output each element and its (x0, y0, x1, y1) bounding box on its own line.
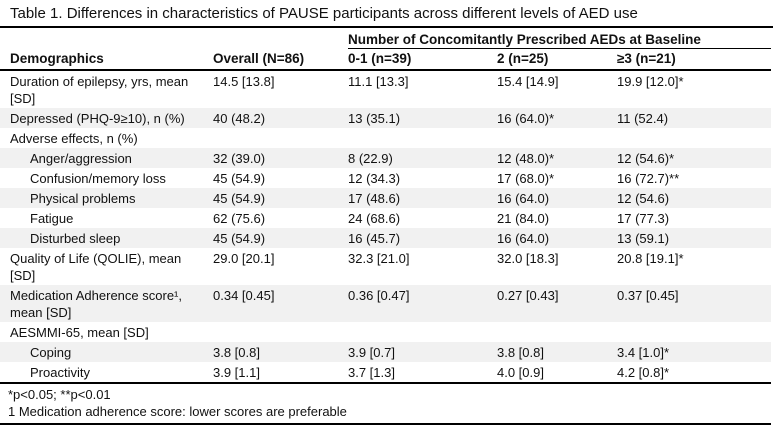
cell-value: 16 (64.0)* (497, 111, 555, 126)
table-header: Number of Concomitantly Prescribed AEDs … (0, 28, 772, 71)
cell-value (617, 322, 771, 342)
cell-value: 3.8 [0.8] (497, 345, 544, 360)
cell-value: 0.34 [0.45] (213, 288, 275, 303)
cell-value: 20.8 [19.1]* (617, 251, 684, 266)
table-row: Anger/aggression 32 (39.0) 8 (22.9) 12 (48.… (0, 148, 772, 168)
cell-value (213, 128, 348, 148)
cell-value: 24 (68.6) (348, 211, 401, 226)
table-row: Disturbed sleep 45 (54.9) 16 (45.7) 16 (64.… (0, 228, 772, 248)
col-header-3plus-aeds: ≥3 (n=21) (617, 48, 772, 71)
table-row: Depressed (PHQ-9≥10), n (%) 40 (48.2) 13 (… (0, 108, 772, 128)
cell-value: 17 (48.6) (348, 191, 401, 206)
row-label: AESMMI-65, mean [SD] (10, 325, 149, 340)
row-label: Physical problems (30, 191, 136, 206)
cell-value: 45 (54.9) (213, 191, 266, 206)
row-label: Adverse effects, n (%) (10, 131, 138, 146)
cell-value: 3.4 [1.0]* (617, 345, 670, 360)
cell-value: 3.9 [1.1] (213, 365, 260, 380)
cell-value: 32.0 [18.3] (497, 251, 559, 266)
cell-value: 11 (52.4) (617, 111, 669, 126)
cell-value (617, 128, 771, 148)
table-body: Duration of epilepsy, yrs, mean [SD] 14.5… (0, 70, 772, 382)
row-label: Medication Adherence score¹, mean [SD] (10, 288, 182, 320)
table-row: Confusion/memory loss 45 (54.9) 12 (34.3) 1… (0, 168, 771, 188)
cell-value: 12 (48.0)* (497, 151, 555, 166)
col-header-overall: Overall (N=86) (213, 48, 348, 71)
footnote-adherence: 1 Medication adherence score: lower scor… (8, 404, 347, 419)
cell-value: 11.1 [13.3] (348, 74, 409, 89)
cell-value: 16 (64.0) (497, 191, 550, 206)
col-header-2-aeds: 2 (n=25) (497, 48, 617, 71)
section-row: Adverse effects, n (%) (0, 128, 771, 148)
cell-value (213, 322, 348, 342)
row-label: Quality of Life (QOLIE), mean [SD] (10, 251, 182, 283)
table-title: Table 1. Differences in characteristics … (0, 0, 773, 28)
cell-value: 3.9 [0.7] (348, 345, 395, 360)
table-row: Fatigue 62 (75.6) 24 (68.6) 21 (84.0) 17 (77… (0, 208, 771, 228)
cell-value: 40 (48.2) (213, 111, 266, 126)
cell-value: 45 (54.9) (213, 171, 266, 186)
cell-value: 3.7 [1.3] (348, 365, 395, 380)
cell-value: 29.0 [20.1] (213, 251, 275, 266)
span-header-label: Number of Concomitantly Prescribed AEDs … (348, 28, 772, 49)
cell-value: 16 (45.7) (348, 231, 401, 246)
footnote-significance: *p<0.05; **p<0.01 (8, 387, 111, 402)
section-row: AESMMI-65, mean [SD] (0, 322, 771, 342)
cell-value (348, 128, 497, 148)
row-label: Fatigue (30, 211, 74, 226)
cell-value: 19.9 [12.0]* (617, 74, 684, 89)
cell-value: 32 (39.0) (213, 151, 266, 166)
cell-value: 0.27 [0.43] (497, 288, 559, 303)
row-label: Duration of epilepsy, yrs, mean [SD] (10, 74, 189, 106)
cell-value: 45 (54.9) (213, 231, 266, 246)
cell-value: 32.3 [21.0] (348, 251, 410, 266)
row-label: Disturbed sleep (30, 231, 121, 246)
cell-value (497, 128, 617, 148)
cell-value: 4.2 [0.8]* (617, 365, 670, 380)
table-row: Quality of Life (QOLIE), mean [SD] 29.0 [… (0, 248, 771, 285)
cell-value: 4.0 [0.9] (497, 365, 544, 380)
footnotes: *p<0.05; **p<0.01 1 Medication adherence… (0, 382, 771, 425)
cell-value: 13 (59.1) (617, 231, 670, 246)
cell-value: 16 (64.0) (497, 231, 550, 246)
cell-value: 12 (54.6)* (617, 151, 675, 166)
col-header-demographics: Demographics (0, 48, 213, 71)
table-row: Medication Adherence score¹, mean [SD] 0.… (0, 285, 772, 322)
row-label: Anger/aggression (30, 151, 132, 166)
table-row: Physical problems 45 (54.9) 17 (48.6) 16 (6… (0, 188, 772, 208)
span-header-spacer (0, 28, 348, 49)
row-label: Confusion/memory loss (30, 171, 166, 186)
cell-value: 17 (77.3) (617, 211, 670, 226)
table-row: Proactivity 3.9 [1.1] 3.7 [1.3] 4.0 [0.9] 4.… (0, 362, 771, 382)
row-label: Proactivity (30, 365, 90, 380)
cell-value: 62 (75.6) (213, 211, 266, 226)
row-label: Depressed (PHQ-9≥10), n (%) (10, 111, 185, 126)
column-header-row: Demographics Overall (N=86) 0-1 (n=39) 2… (0, 48, 772, 71)
cell-value: 21 (84.0) (497, 211, 550, 226)
row-label: Coping (30, 345, 72, 360)
cell-value (348, 322, 497, 342)
cell-value: 17 (68.0)* (497, 171, 555, 186)
data-table: Number of Concomitantly Prescribed AEDs … (0, 28, 772, 382)
cell-value: 14.5 [13.8] (213, 74, 275, 89)
cell-value: 16 (72.7)** (617, 171, 680, 186)
cell-value: 12 (34.3) (348, 171, 401, 186)
cell-value: 0.37 [0.45] (617, 288, 679, 303)
cell-value: 3.8 [0.8] (213, 345, 260, 360)
cell-value: 0.36 [0.47] (348, 288, 410, 303)
cell-value: 13 (35.1) (348, 111, 401, 126)
col-header-0-1-aeds: 0-1 (n=39) (348, 48, 497, 71)
table-row: Duration of epilepsy, yrs, mean [SD] 14.5… (0, 70, 771, 108)
cell-value (497, 322, 617, 342)
span-header-row: Number of Concomitantly Prescribed AEDs … (0, 28, 772, 49)
cell-value: 12 (54.6) (617, 191, 670, 206)
cell-value: 15.4 [14.9] (497, 74, 559, 89)
table-row: Coping 3.8 [0.8] 3.9 [0.7] 3.8 [0.8] 3.4 [1.… (0, 342, 772, 362)
cell-value: 8 (22.9) (348, 151, 393, 166)
